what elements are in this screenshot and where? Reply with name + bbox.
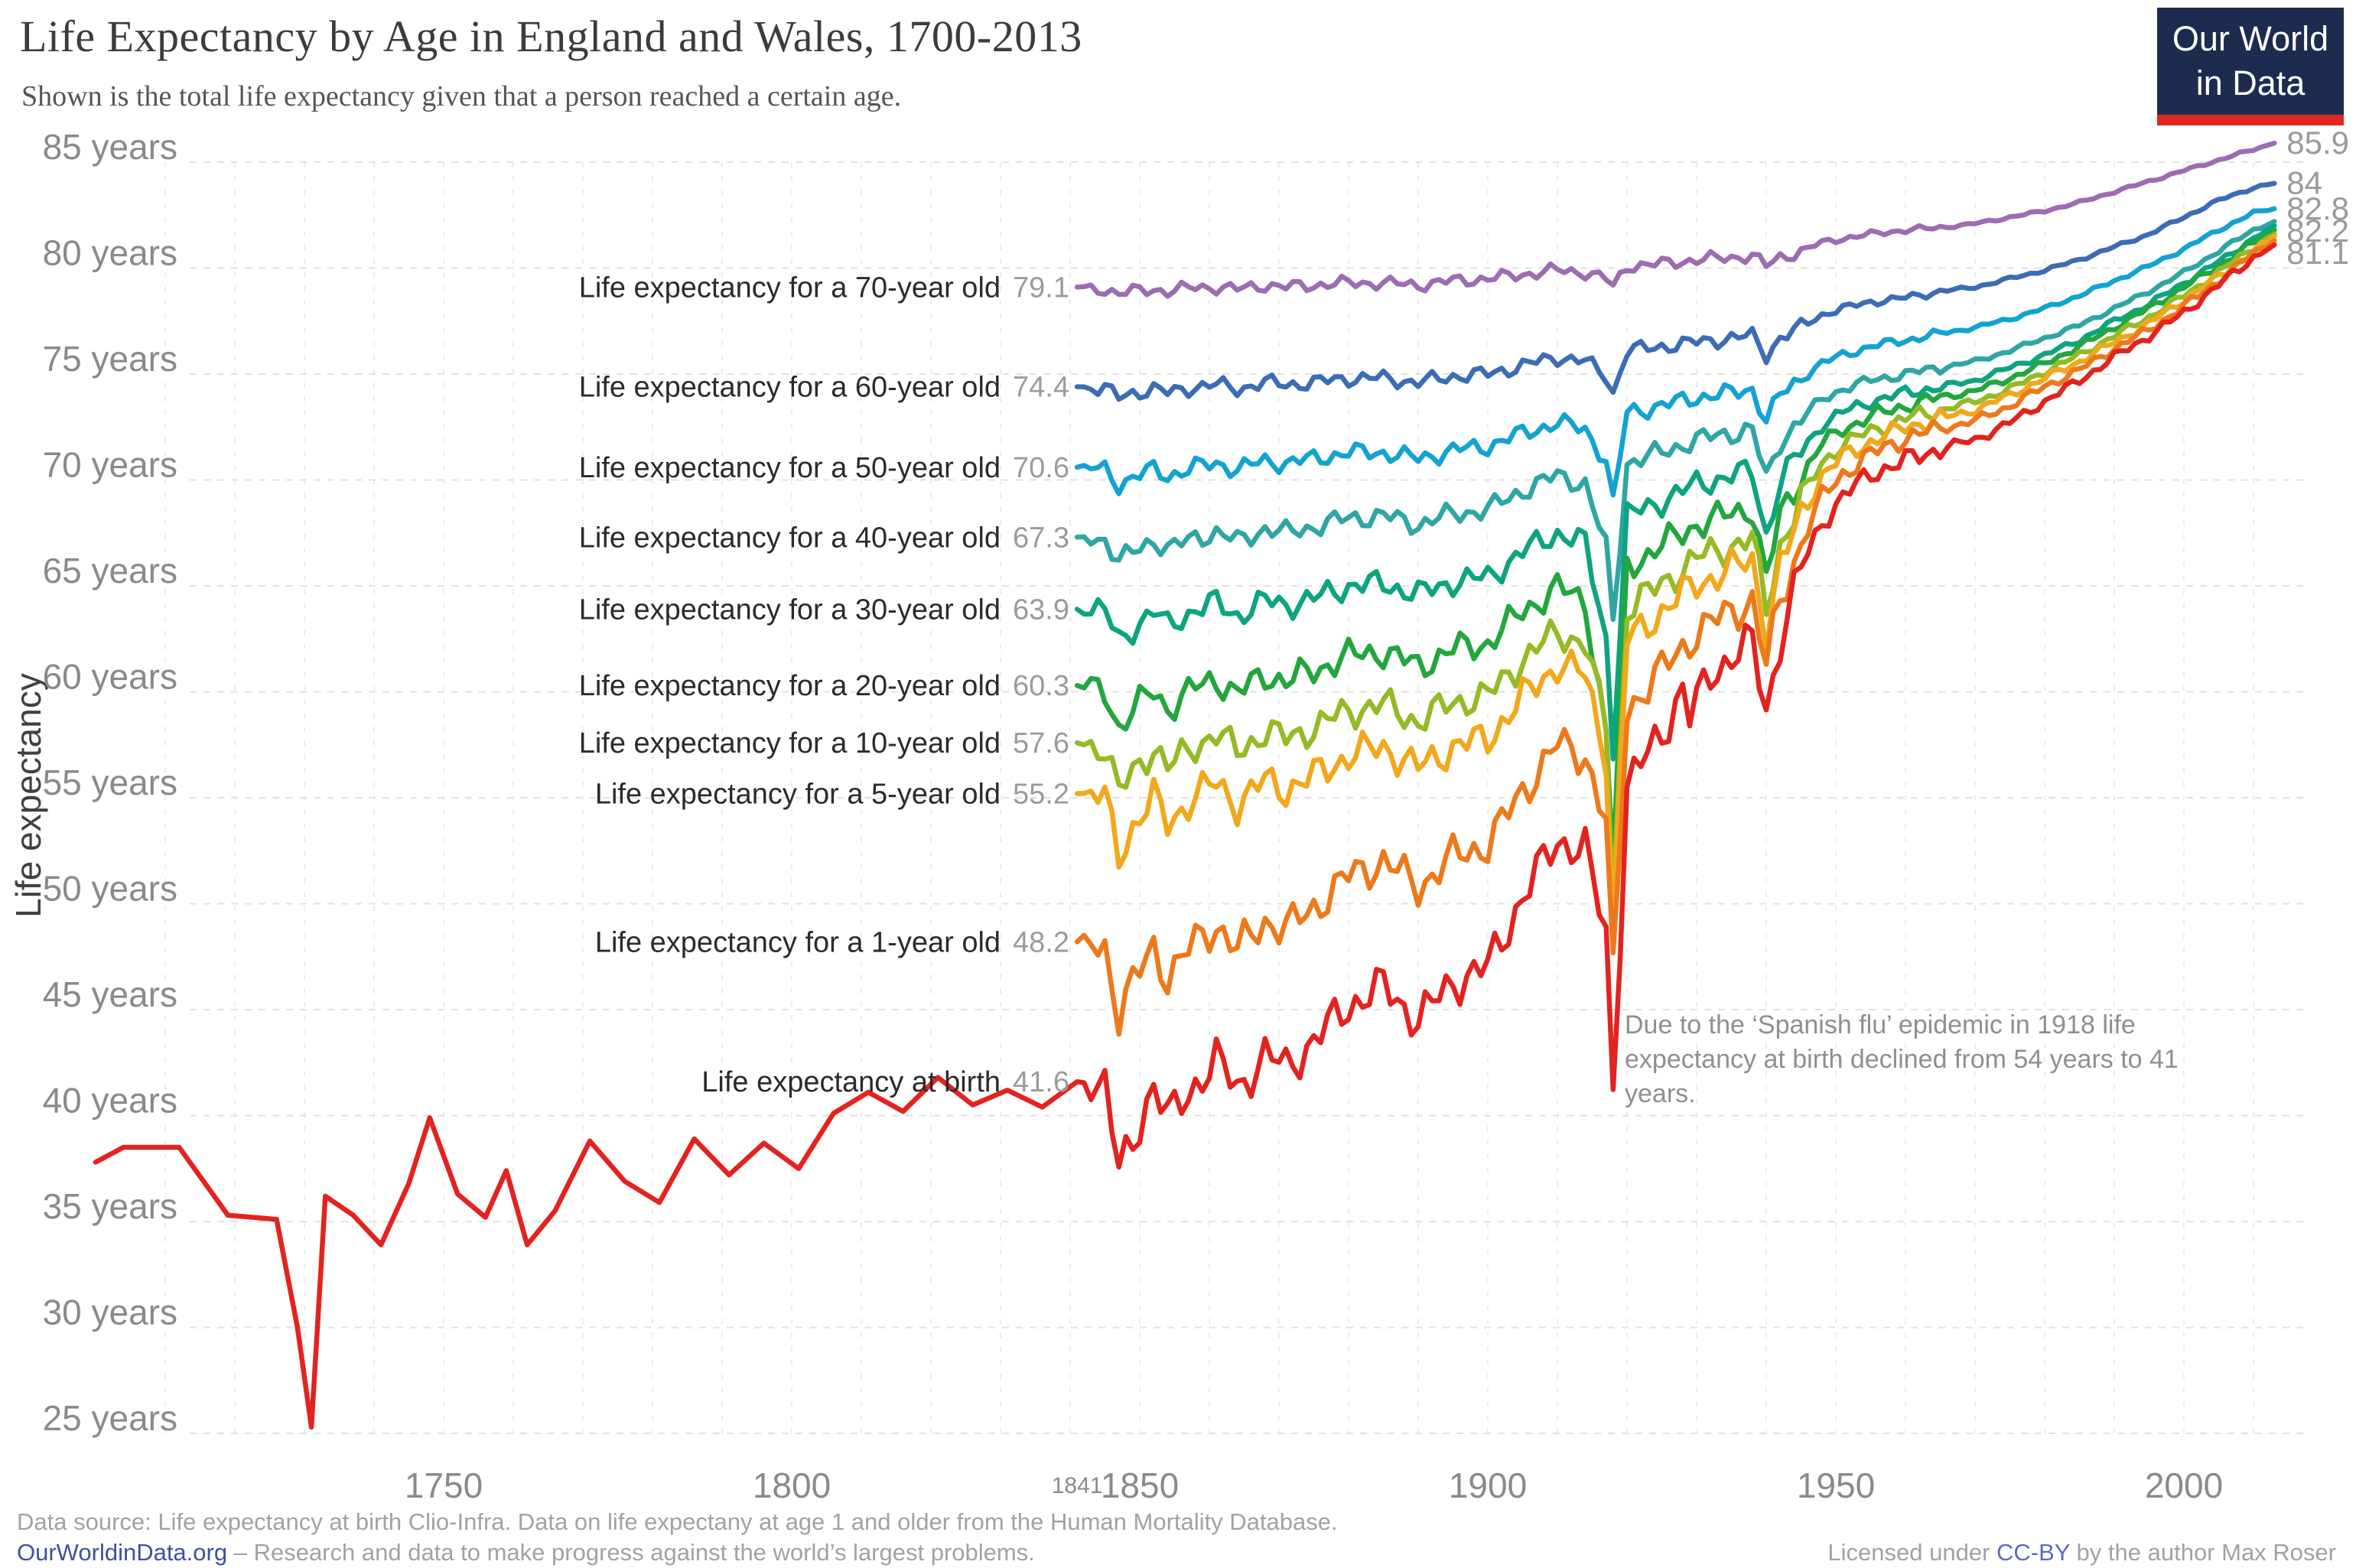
series-label-age40: Life expectancy for a 40-year old 67.3	[579, 522, 1069, 554]
y-tick-label: 75 years	[43, 339, 177, 379]
x-tick-label: 1900	[1449, 1466, 1527, 1505]
series-label-age1: Life expectancy for a 1-year old 48.2	[595, 926, 1069, 958]
series-label-age5: Life expectancy for a 5-year old 55.2	[595, 778, 1069, 810]
license-prefix: Licensed under	[1827, 1539, 1997, 1566]
y-tick-label: 25 years	[43, 1398, 177, 1438]
data-source-note: Data source: Life expectancy at birth Cl…	[17, 1508, 1338, 1535]
owid-logo-line1: Our World	[2172, 19, 2329, 58]
end-label-birth: 81.1	[2286, 235, 2349, 271]
y-tick-label: 80 years	[43, 233, 177, 273]
license-note: Licensed under CC-BY by the author Max R…	[1827, 1539, 2336, 1566]
y-tick-label: 45 years	[43, 974, 177, 1014]
series-label-age20: Life expectancy for a 20-year old 60.3	[579, 670, 1069, 702]
series-label-age50: Life expectancy for a 50-year old 70.6	[579, 452, 1069, 484]
line-age10[interactable]	[1074, 231, 2277, 911]
horizontal-gridlines: 85 years 80 years 75 years 70 years 65 years…	[43, 127, 2304, 1438]
series-label-age70: Life expectancy for a 70-year old 79.1	[579, 272, 1069, 304]
line-age50[interactable]	[1074, 206, 2277, 498]
series-label-age10: Life expectancy for a 10-year old 57.6	[579, 727, 1069, 760]
y-tick-label: 65 years	[43, 551, 177, 590]
series-label-birth: Life expectancy at birth 41.6	[701, 1066, 1069, 1098]
end-label-age50: 82.8	[2286, 190, 2349, 226]
series-lines	[93, 140, 2277, 1430]
page-title: Life Expectancy by Age in England and Wa…	[20, 11, 1082, 61]
series-labels: Life expectancy for a 70-year old 79.1 Lif…	[579, 272, 1069, 1098]
page-subtitle: Shown is the total life expectancy given…	[21, 80, 902, 112]
line-age30[interactable]	[1074, 223, 2277, 762]
y-tick-label: 60 years	[43, 657, 177, 697]
y-tick-label: 40 years	[43, 1081, 177, 1121]
line-age70[interactable]	[1074, 140, 2277, 299]
spanish-flu-annotation: Due to the ‘Spanish flu’ epidemic in 191…	[1625, 1010, 2179, 1108]
owid-logo[interactable]: Our World in Data	[2157, 8, 2344, 125]
end-label-age70: 85.9	[2286, 125, 2349, 161]
x-tick-label: 1841	[1052, 1473, 1103, 1498]
x-tick-label: 1850	[1101, 1466, 1179, 1505]
line-birth[interactable]	[93, 242, 2277, 1430]
y-tick-label: 50 years	[43, 869, 177, 909]
x-tick-label: 1750	[405, 1466, 483, 1505]
y-tick-label: 55 years	[43, 763, 177, 802]
y-tick-label: 35 years	[43, 1186, 177, 1226]
line-age60[interactable]	[1074, 181, 2277, 402]
x-tick-label: 1800	[753, 1466, 831, 1505]
y-tick-label: 30 years	[43, 1293, 177, 1332]
x-tick-label: 1950	[1797, 1466, 1875, 1505]
line-age5[interactable]	[1074, 233, 2277, 926]
series-label-age60: Life expectancy for a 60-year old 74.4	[579, 372, 1069, 404]
y-tick-label: 85 years	[43, 127, 177, 167]
series-label-age30: Life expectancy for a 30-year old 63.9	[579, 594, 1069, 626]
x-tick-label: 2000	[2145, 1466, 2223, 1505]
owid-site-link[interactable]: OurWorldinData.org	[17, 1539, 228, 1566]
license-suffix: by the author Max Roser	[2069, 1539, 2336, 1566]
footer-tagline: OurWorldinData.org – Research and data t…	[17, 1539, 1035, 1566]
line-age20[interactable]	[1074, 227, 2277, 870]
y-tick-label: 70 years	[43, 445, 177, 485]
owid-logo-line2: in Data	[2195, 63, 2306, 102]
line-age1[interactable]	[1074, 238, 2277, 1037]
end-label-age40: 82.2	[2286, 213, 2349, 249]
end-label-age60: 84	[2286, 165, 2322, 201]
cc-by-link[interactable]: CC-BY	[1996, 1539, 2070, 1566]
footer-tagline-text: – Research and data to make progress aga…	[227, 1539, 1035, 1566]
line-age40[interactable]	[1074, 219, 2277, 623]
